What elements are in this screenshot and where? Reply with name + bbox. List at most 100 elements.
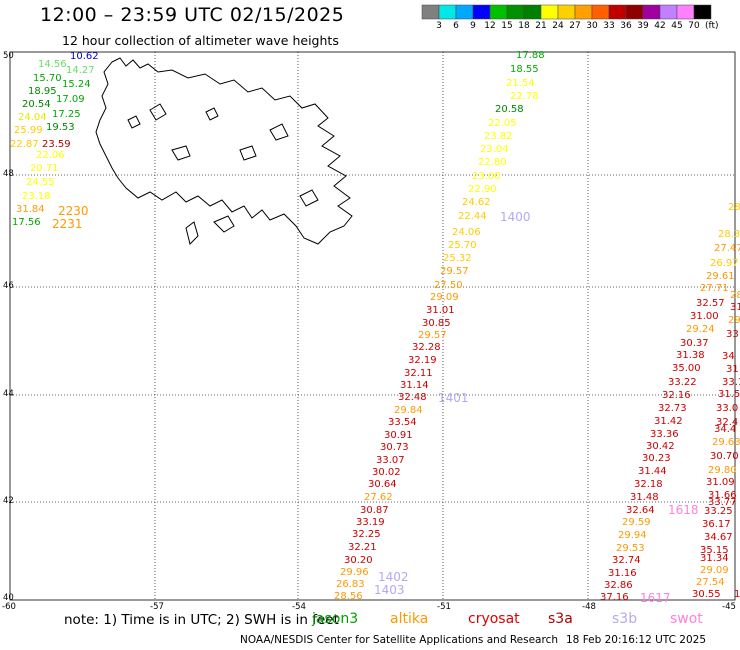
credit-line: NOAA/NESDIS Center for Satellite Applica… (240, 634, 558, 646)
wave-height-label: 28.3 (728, 202, 740, 213)
colorbar-label: 6 (453, 21, 459, 31)
wave-height-label: 30.20 (344, 555, 373, 566)
wave-height-label: 33.0 (716, 403, 739, 414)
satellite-legend-cryosat: cryosat (468, 611, 520, 627)
wave-height-label: 17.09 (56, 94, 85, 105)
colorbar-label: 70 (688, 21, 700, 31)
lat-tick-label: 40 (3, 593, 14, 603)
wave-height-label: 32.19 (408, 355, 437, 366)
colorbar-swatch (557, 4, 576, 20)
wave-height-label: 31.84 (16, 204, 45, 215)
wave-height-label: 21.54 (506, 78, 535, 89)
colorbar (421, 4, 712, 20)
lat-tick-label: 44 (3, 389, 14, 399)
wave-height-label: 19.53 (46, 122, 75, 133)
wave-height-label: 31.5 (718, 389, 740, 400)
wave-height-label: 33.22 (668, 377, 697, 388)
wave-height-label: 34.4 (714, 424, 737, 435)
wave-height-label: 24.04 (18, 112, 47, 123)
colorbar-swatch (659, 4, 678, 20)
wave-height-label: 35.00 (672, 363, 701, 374)
wave-height-label: 33.25 (704, 506, 733, 517)
wave-height-label: 23.18 (22, 191, 51, 202)
wave-height-label: 32.11 (404, 368, 433, 379)
pass-time-label: 2230 (58, 204, 89, 218)
colorbar-label: 27 (569, 21, 581, 31)
lat-tick-label: 46 (3, 281, 14, 291)
wave-height-label: 36.17 (702, 519, 731, 530)
wave-height-label: 29.63 (712, 437, 740, 448)
wave-height-label: 23.00 (472, 171, 501, 182)
wave-height-label: 30.02 (372, 467, 401, 478)
wave-height-label: 22.05 (488, 118, 517, 129)
satellite-legend-s3a: s3a (548, 611, 573, 627)
coastline (95, 57, 353, 245)
wave-height-label: 32.86 (604, 580, 633, 591)
wave-height-label: 29 (728, 315, 740, 326)
wave-height-label: 14.56 (38, 59, 67, 70)
wave-height-label: 14.27 (66, 65, 95, 76)
wave-height-label: 15.24 (62, 79, 91, 90)
colorbar-swatch (591, 4, 610, 20)
wave-height-label: 20.54 (22, 99, 51, 110)
wave-height-label: 17.88 (516, 50, 545, 61)
wave-height-label: 31 (726, 364, 739, 375)
satellite-legend-swot: swot (670, 611, 703, 627)
wave-height-label: 24.62 (462, 197, 491, 208)
wave-height-label: 30.64 (368, 479, 397, 490)
colorbar-swatch (676, 4, 695, 20)
wave-height-label: 27.54 (696, 577, 725, 588)
colorbar-label: 33 (603, 21, 615, 31)
satellite-legend-s3b: s3b (612, 611, 638, 627)
wave-height-label: 18.95 (28, 86, 57, 97)
lat-tick-label: 48 (3, 169, 14, 179)
lon-tick-label: -51 (437, 602, 451, 612)
wave-height-label: 30.37 (680, 338, 709, 349)
wave-height-label: 31.48 (630, 492, 659, 503)
wave-height-label: 29.96 (340, 567, 369, 578)
wave-height-label: 29.80 (708, 465, 737, 476)
lon-tick-label: -48 (582, 602, 596, 612)
wave-height-label: 15.70 (33, 73, 62, 84)
wave-height-label: 29.57 (418, 330, 447, 341)
colorbar-swatch (506, 4, 525, 20)
wave-height-label: 26.83 (336, 579, 365, 590)
wave-height-label: 29.84 (394, 405, 423, 416)
wave-height-label: 20.71 (30, 163, 59, 174)
colorbar-label: 36 (620, 21, 632, 31)
wave-height-label: 27.62 (364, 492, 393, 503)
wave-height-label: 30.87 (360, 505, 389, 516)
lon-tick-label: -54 (292, 602, 306, 612)
wave-height-label: 29.09 (700, 565, 729, 576)
wave-height-label: 32.4 (716, 417, 739, 428)
colorbar-label: 12 (484, 21, 496, 31)
wave-height-label: 31.34 (700, 553, 729, 564)
wave-height-label: 32.25 (352, 529, 381, 540)
wave-height-label: 27.71 (700, 283, 729, 294)
wave-height-label: 22.78 (510, 91, 539, 102)
pass-time-label: 1402 (378, 570, 409, 584)
wave-height-label: 31.66 (708, 490, 737, 501)
colorbar-swatch (438, 4, 457, 20)
wave-height-label: 29.61 (706, 271, 735, 282)
wave-height-label: 17.25 (52, 109, 81, 120)
colorbar-swatch (540, 4, 559, 20)
wave-height-label: 33.19 (356, 517, 385, 528)
wave-height-label: 10.62 (70, 51, 99, 62)
wave-height-label: 22.80 (478, 157, 507, 168)
wave-height-label: 31.38 (676, 350, 705, 361)
wave-height-label: 32.28 (412, 342, 441, 353)
wave-height-label: 18.55 (510, 64, 539, 75)
wave-height-label: 29.24 (686, 324, 715, 335)
pass-time-label: 1400 (500, 210, 531, 224)
wave-height-label: 22.44 (458, 211, 487, 222)
wave-height-label: 25.32 (443, 253, 472, 264)
wave-height-label: 17.56 (12, 217, 41, 228)
satellite-legend-jason3: jason3 (312, 611, 359, 627)
wave-height-label: 28.3 (718, 229, 740, 240)
map-grid (10, 52, 735, 600)
wave-height-label: 28 (730, 290, 740, 301)
wave-height-label: 27.50 (434, 280, 463, 291)
wave-height-label: 30.55 (692, 589, 721, 600)
wave-height-label: 27.47 (714, 243, 740, 254)
